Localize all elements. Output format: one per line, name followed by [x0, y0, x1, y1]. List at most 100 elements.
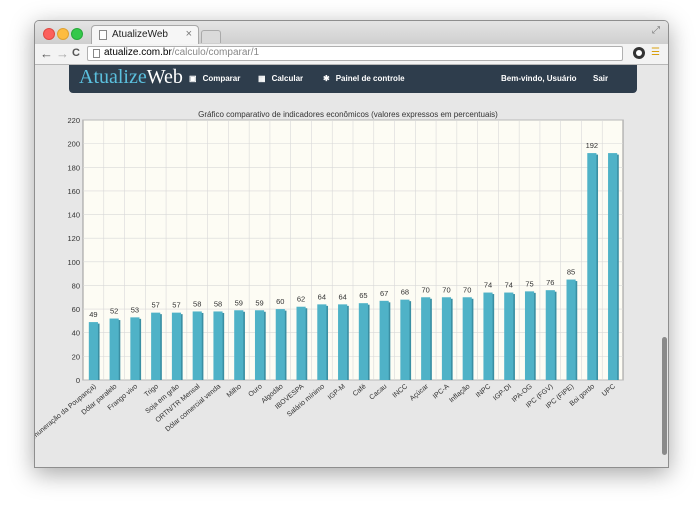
bar[interactable] — [296, 306, 306, 380]
data-label: 74 — [484, 281, 492, 290]
chart-title: Gráfico comparativo de indicadores econô… — [198, 110, 498, 119]
url-host: atualize.com.br — [104, 47, 172, 58]
url-text[interactable]: atualize.com.br/calculo/comparar/1 — [104, 47, 259, 58]
zoom-window-button[interactable] — [71, 28, 83, 40]
bar[interactable] — [275, 309, 285, 380]
bar[interactable] — [421, 297, 431, 380]
data-label: 58 — [214, 299, 222, 308]
y-axis: 0 20 40 60 80 100 120 140 160 180 200 220 — [67, 116, 80, 385]
gear-icon: ✱ — [323, 74, 330, 83]
y-tick-label: 220 — [67, 116, 80, 125]
x-tick-label: IGP-M — [327, 383, 347, 401]
browser-window: AtualizeWeb × ⤢ ← → C atualize.com.br/ca… — [34, 20, 669, 468]
y-tick-label: 40 — [72, 329, 80, 338]
x-tick-label: INCC — [392, 383, 410, 399]
x-tick-label: Trigo — [143, 383, 160, 399]
x-tick-label: Açúcar — [409, 383, 431, 403]
scrollbar[interactable] — [660, 65, 668, 467]
data-label: 64 — [338, 292, 346, 301]
bar[interactable] — [317, 304, 327, 380]
menu-icon[interactable]: ☰ — [651, 47, 660, 58]
data-label: 70 — [463, 285, 471, 294]
data-label: 85 — [567, 268, 575, 277]
bar[interactable] — [130, 317, 140, 380]
data-label: 49 — [89, 310, 97, 319]
bar[interactable] — [566, 279, 576, 380]
page-content: AtualizeWeb ▣ Comparar ▦ Calcular ✱ Painel … — [35, 65, 668, 467]
x-tick-label: INPC — [475, 383, 492, 399]
data-label: 57 — [172, 301, 180, 310]
fullscreen-icon[interactable]: ⤢ — [652, 25, 660, 36]
tab-title: AtualizeWeb — [112, 29, 168, 40]
bar[interactable] — [254, 310, 265, 380]
data-label: 62 — [297, 295, 305, 304]
tab-atualizeweb[interactable]: AtualizeWeb × — [91, 25, 199, 44]
data-label: 59 — [255, 298, 263, 307]
x-tick-label: UPC — [601, 383, 617, 398]
back-button[interactable]: ← — [40, 46, 53, 61]
bar[interactable] — [358, 303, 368, 380]
app-navbar: AtualizeWeb ▣ Comparar ▦ Calcular ✱ Painel … — [69, 65, 637, 93]
x-tick-label: Milho — [226, 383, 243, 399]
y-tick-label: 180 — [67, 163, 80, 172]
data-label: 52 — [110, 307, 118, 316]
bar[interactable] — [587, 153, 597, 380]
y-tick-label: 60 — [72, 305, 80, 314]
new-tab-button[interactable] — [201, 30, 221, 43]
reload-button[interactable]: C — [72, 47, 80, 59]
bar[interactable] — [379, 300, 389, 380]
bar[interactable] — [192, 311, 202, 380]
forward-button[interactable]: → — [56, 46, 69, 61]
data-label: 70 — [442, 285, 450, 294]
bar[interactable] — [400, 299, 410, 380]
brand-logo[interactable]: AtualizeWeb — [79, 66, 183, 88]
x-tick-label: Café — [352, 383, 368, 398]
bar[interactable] — [88, 322, 98, 380]
browser-toolbar: ← → C atualize.com.br/calculo/comparar/1… — [35, 44, 668, 65]
nav-comparar[interactable]: ▣ Comparar — [189, 74, 241, 83]
tab-close-icon[interactable]: × — [185, 28, 192, 40]
minimize-window-button[interactable] — [57, 28, 69, 40]
tab-bar: AtualizeWeb × ⤢ — [35, 21, 668, 44]
bar[interactable] — [171, 312, 182, 380]
nav-calcular[interactable]: ▦ Calcular — [258, 74, 304, 83]
data-label: 68 — [401, 288, 409, 297]
bar[interactable] — [441, 297, 452, 380]
x-tick-label: Salário mínimo — [286, 383, 326, 418]
bar[interactable] — [524, 291, 535, 380]
data-label: 58 — [193, 299, 201, 308]
bar[interactable] — [109, 318, 119, 380]
url-path: /calculo/comparar/1 — [171, 47, 260, 58]
data-label: 59 — [235, 298, 243, 307]
bar[interactable] — [234, 310, 244, 380]
y-tick-label: 200 — [67, 140, 80, 149]
scrollbar-thumb[interactable] — [662, 337, 667, 455]
y-tick-label: 20 — [72, 352, 80, 361]
y-tick-label: 120 — [67, 234, 80, 243]
close-window-button[interactable] — [43, 28, 55, 40]
page-icon — [93, 49, 100, 58]
nav-painel[interactable]: ✱ Painel de controle — [323, 74, 405, 83]
x-tick-label: IRP (Índice de Remuneração da Poupança) — [35, 382, 98, 467]
data-label: 60 — [276, 297, 284, 306]
bar[interactable] — [483, 292, 493, 380]
x-tick-label: Inflação — [448, 383, 471, 404]
x-tick-label: Cacau — [368, 383, 388, 401]
bar[interactable] — [608, 153, 618, 380]
bar[interactable] — [504, 292, 514, 380]
address-bar[interactable]: atualize.com.br/calculo/comparar/1 — [87, 46, 623, 61]
extension-icon[interactable] — [633, 47, 645, 59]
welcome-user-link[interactable]: Bem-vindo, Usuário — [501, 74, 577, 83]
bar[interactable] — [151, 312, 161, 380]
x-tick-label: IGP-DI — [492, 383, 513, 402]
image-icon: ▣ — [189, 74, 197, 83]
bar[interactable] — [545, 290, 555, 380]
y-tick-label: 100 — [67, 258, 80, 267]
bar[interactable] — [213, 311, 223, 380]
data-label: 67 — [380, 289, 388, 298]
logout-link[interactable]: Sair — [593, 74, 609, 83]
data-label: 70 — [422, 285, 430, 294]
bar[interactable] — [462, 297, 472, 380]
data-label: 53 — [131, 305, 139, 314]
bar[interactable] — [338, 304, 348, 380]
